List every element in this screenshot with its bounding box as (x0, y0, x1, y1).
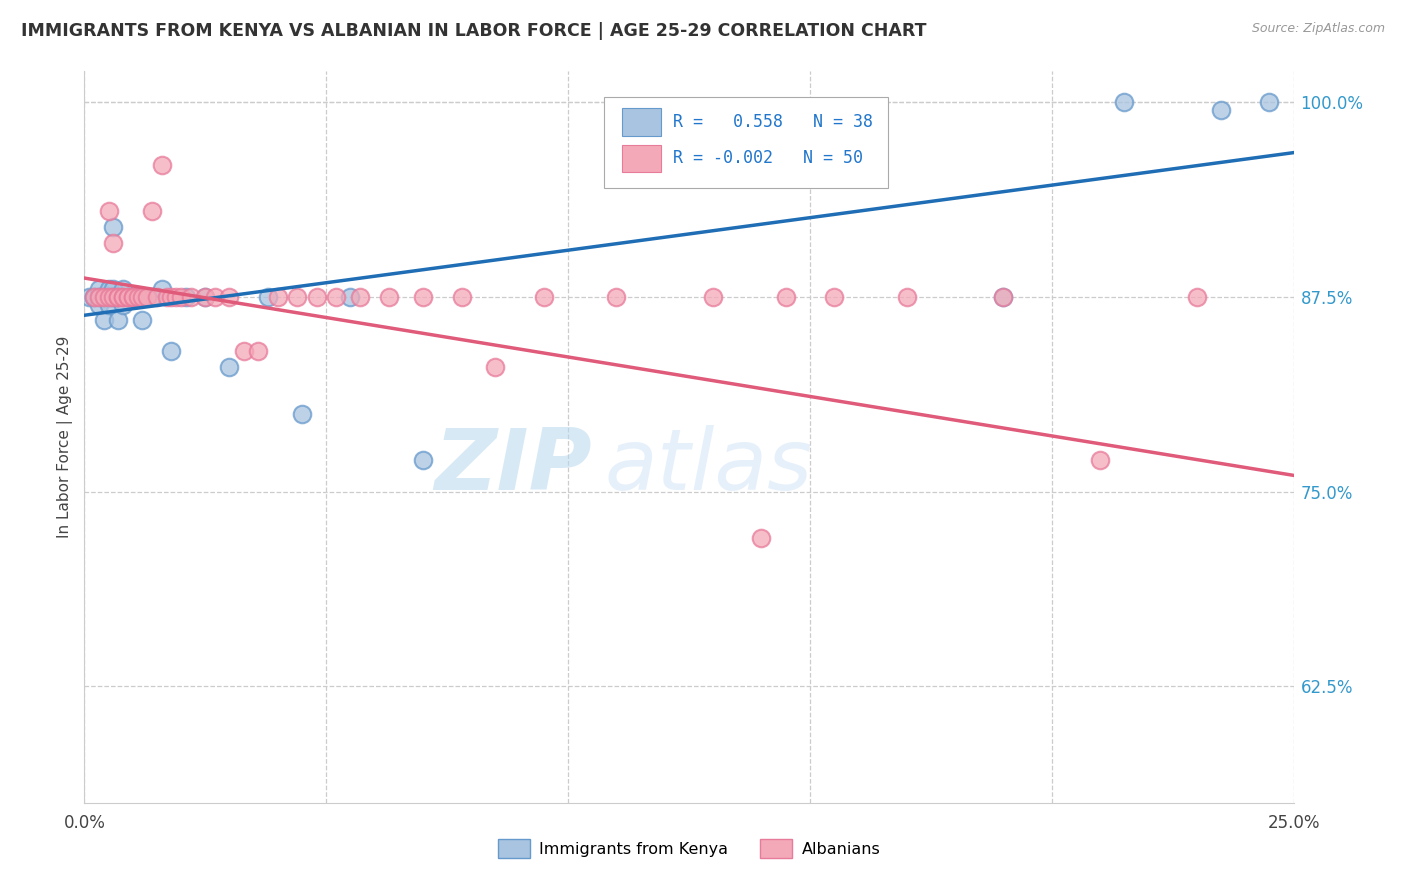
Point (194, 290, 217, 304)
Point (325, 290, 347, 304)
Point (218, 290, 240, 304)
Point (131, 290, 153, 304)
Bar (623, 145, 661, 172)
Point (87, 290, 110, 304)
Point (450, 290, 472, 304)
Point (146, 290, 169, 304)
Point (775, 290, 797, 304)
Point (97, 290, 120, 304)
Point (112, 298, 135, 312)
Point (121, 290, 143, 304)
Bar (623, 108, 661, 136)
Point (305, 290, 328, 304)
Point (107, 313, 129, 327)
Point (97, 290, 120, 304)
Point (233, 344, 256, 359)
Point (107, 290, 129, 304)
Point (180, 290, 202, 304)
Point (160, 290, 183, 304)
Point (112, 290, 135, 304)
Point (378, 290, 401, 304)
Point (117, 290, 139, 304)
Point (141, 290, 163, 304)
Text: IMMIGRANTS FROM KENYA VS ALBANIAN IN LABOR FORCE | AGE 25-29 CORRELATION CHART: IMMIGRANTS FROM KENYA VS ALBANIAN IN LAB… (21, 22, 927, 40)
Point (412, 453, 434, 467)
Point (1185, 290, 1208, 304)
Point (121, 290, 143, 304)
Point (412, 290, 434, 304)
Point (87, 298, 110, 312)
Point (121, 290, 143, 304)
Point (83, 290, 105, 304)
Y-axis label: In Labor Force | Age 25-29: In Labor Force | Age 25-29 (56, 336, 73, 538)
Point (117, 290, 139, 304)
Point (107, 290, 129, 304)
Point (823, 290, 845, 304)
Point (993, 290, 1015, 304)
Point (533, 290, 555, 304)
Point (93, 290, 115, 304)
Point (87, 282, 110, 296)
Text: ZIP: ZIP (434, 425, 592, 508)
Point (174, 290, 197, 304)
Point (247, 344, 270, 359)
Point (1209, 103, 1232, 118)
Point (194, 290, 217, 304)
Point (127, 290, 149, 304)
Point (112, 290, 135, 304)
Point (349, 290, 371, 304)
Point (1258, 95, 1281, 110)
Point (103, 290, 125, 304)
Point (97, 290, 120, 304)
Text: R = -0.002   N = 50: R = -0.002 N = 50 (673, 149, 863, 168)
Point (97, 204, 120, 219)
Point (751, 531, 773, 545)
Point (267, 290, 290, 304)
Point (291, 407, 314, 421)
Point (257, 290, 280, 304)
Point (103, 235, 125, 250)
Point (107, 290, 129, 304)
Point (155, 290, 177, 304)
Point (150, 282, 173, 296)
Point (131, 313, 153, 327)
Point (103, 282, 125, 296)
Point (896, 290, 918, 304)
Point (87, 290, 110, 304)
Point (83, 290, 105, 304)
Point (702, 290, 724, 304)
Point (141, 204, 163, 219)
Point (117, 290, 139, 304)
Point (170, 290, 193, 304)
Text: atlas: atlas (605, 425, 813, 508)
Point (218, 359, 240, 374)
Point (136, 290, 159, 304)
Point (1114, 95, 1136, 110)
Point (93, 290, 115, 304)
Text: Source: ZipAtlas.com: Source: ZipAtlas.com (1251, 22, 1385, 36)
Text: R =   0.558   N = 38: R = 0.558 N = 38 (673, 112, 873, 131)
Point (83, 290, 105, 304)
Point (93, 313, 115, 327)
Point (77, 290, 100, 304)
Point (993, 290, 1015, 304)
Point (1088, 453, 1111, 467)
Point (150, 158, 173, 172)
Legend: Immigrants from Kenya, Albanians: Immigrants from Kenya, Albanians (491, 833, 887, 864)
Point (204, 290, 226, 304)
Point (339, 290, 361, 304)
FancyBboxPatch shape (605, 97, 889, 188)
Point (484, 359, 506, 374)
Point (97, 298, 120, 312)
Point (165, 290, 187, 304)
Point (160, 344, 183, 359)
Point (103, 219, 125, 234)
Point (97, 282, 120, 296)
Point (112, 282, 135, 296)
Point (103, 290, 125, 304)
Point (285, 290, 308, 304)
Point (127, 290, 149, 304)
Point (605, 290, 627, 304)
Point (93, 290, 115, 304)
